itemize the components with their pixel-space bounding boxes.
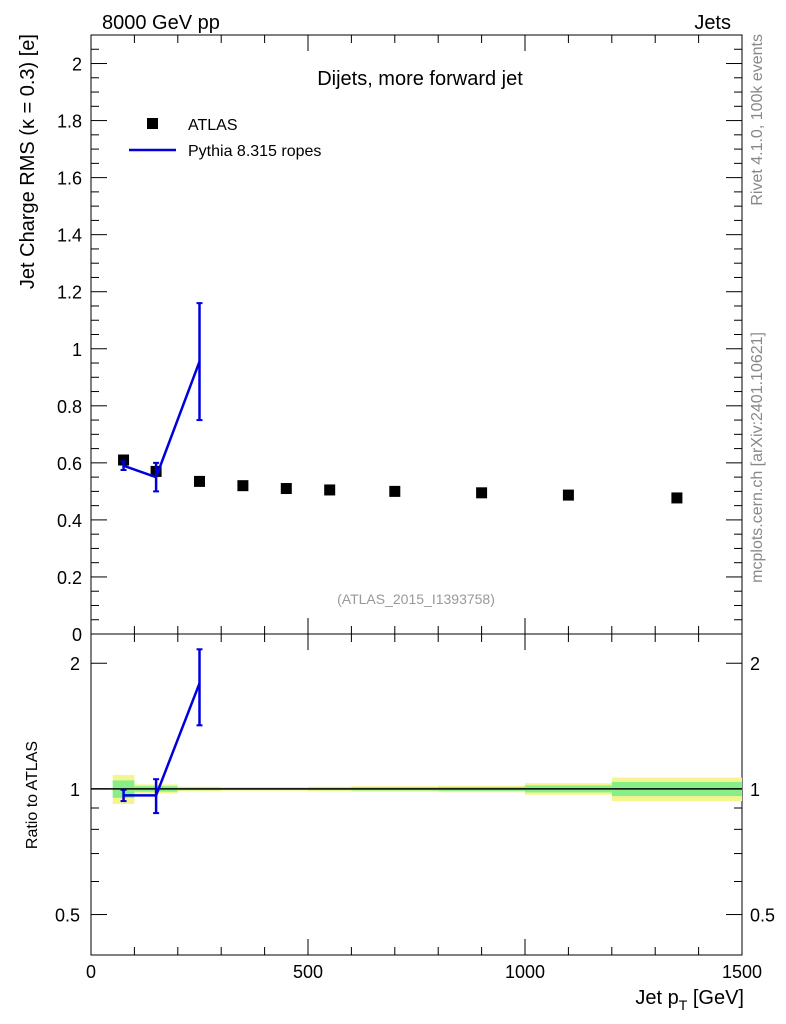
- atlas-point: [118, 454, 130, 466]
- ratio-plot-data: [120, 648, 203, 815]
- y-tick-label: 0.8: [57, 397, 82, 417]
- rivet-label: Rivet 4.1.0, 100k events: [749, 34, 766, 206]
- ratio-y-axis-title: Ratio to ATLAS: [24, 741, 41, 849]
- y-tick-label: 1.8: [57, 112, 82, 132]
- y-tick-label: 0.2: [57, 568, 82, 588]
- ratio-y-tick-label: 1: [70, 780, 80, 800]
- x-tick-label: 500: [293, 962, 323, 982]
- x-axis-title: Jet pT [GeV]: [635, 987, 744, 1013]
- legend-atlas-label: ATLAS: [188, 117, 238, 134]
- legend-atlas-marker: [147, 118, 158, 129]
- ratio-uncertainty-band: [91, 774, 742, 805]
- atlas-point: [280, 483, 292, 495]
- ratio-y-tick-label: 0.5: [55, 906, 80, 926]
- y-tick-label: 2: [72, 55, 82, 75]
- mcplots-label: mcplots.cern.ch [arXiv:2401.10621]: [749, 332, 766, 583]
- x-tick-label: 1500: [722, 962, 762, 982]
- main-plot-title: Dijets, more forward jet: [317, 68, 523, 90]
- y-tick-label: 0.6: [57, 454, 82, 474]
- legend-pythia-label: Pythia 8.315 ropes: [188, 143, 321, 160]
- atlas-point: [194, 475, 205, 487]
- ratio-y-tick-label-right: 1: [750, 780, 760, 800]
- ratio-y-tick-label-right: 2: [750, 654, 760, 674]
- atlas-point: [389, 485, 401, 497]
- ratio-plot-ticks: 0.5 0.5 1 1 2 2 0 500 1000 1500: [55, 634, 775, 982]
- legend: ATLAS Pythia 8.315 ropes: [129, 117, 321, 160]
- y-tick-label: 1.6: [57, 169, 82, 189]
- atlas-point: [237, 480, 249, 492]
- atlas-point: [562, 489, 574, 501]
- main-plot-ticks: 0 0.2 0.4 0.6 0.8 1 1.2 1.4 1.6 1.8 2: [57, 34, 743, 645]
- atlas-point: [476, 487, 488, 499]
- y-tick-label: 1.2: [57, 283, 82, 303]
- ratio-plot-panel: 0.5 0.5 1 1 2 2 0 500 1000 1500 Ratio to ATLAS Je…: [24, 633, 775, 1013]
- y-tick-label: 1.4: [57, 226, 82, 246]
- ratio-y-tick-label-right: 0.5: [750, 906, 775, 926]
- main-plot-data: [118, 302, 683, 504]
- pythia-ratio-line: [123, 682, 201, 797]
- y-axis-title: Jet Charge RMS (κ = 0.3) [e]: [17, 34, 39, 289]
- y-tick-label: 0: [72, 625, 82, 645]
- y-tick-label: 1: [72, 340, 82, 360]
- main-plot-panel: 0 0.2 0.4 0.6 0.8 1 1.2 1.4 1.6 1.8 2 Dijets, more…: [17, 34, 743, 645]
- pythia-line: [123, 361, 201, 479]
- x-tick-label: 1000: [505, 962, 545, 982]
- jets-label: Jets: [694, 12, 731, 34]
- y-tick-label: 0.4: [57, 511, 82, 531]
- watermark-label: (ATLAS_2015_I1393758): [337, 591, 495, 607]
- ratio-y-tick-label: 2: [70, 654, 80, 674]
- atlas-point: [324, 484, 336, 496]
- atlas-point: [671, 492, 683, 504]
- x-tick-label: 0: [86, 962, 96, 982]
- energy-label: 8000 GeV pp: [102, 12, 220, 34]
